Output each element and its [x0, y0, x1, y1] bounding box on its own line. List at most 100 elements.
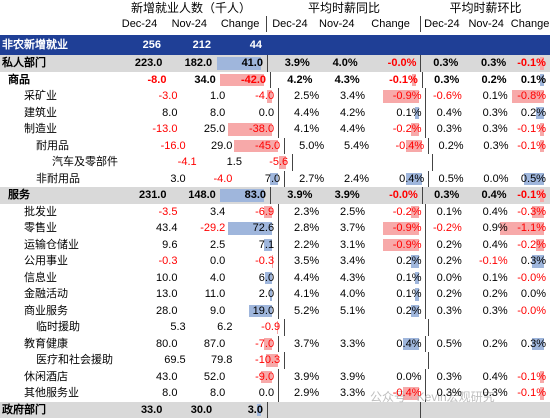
- row-label: 批发业: [24, 205, 57, 218]
- table-cell: [362, 401, 422, 418]
- negative-bar: [220, 73, 265, 86]
- table-cell: 0.2%: [482, 337, 508, 350]
- table-cell: 0.2%: [436, 238, 462, 251]
- row-label: 商品: [8, 73, 30, 86]
- table-cell: 0.5%: [438, 172, 464, 185]
- table-cell: 43.4: [156, 222, 178, 234]
- table-cell: 0.3%: [483, 139, 509, 152]
- table-cell: [433, 154, 470, 171]
- table-row: 商业服务 28.0 9.0 19.0 5.2% 5.1% 0.2% 0.3% 0.3% -0.0%: [0, 302, 550, 319]
- negative-bar: [539, 139, 544, 152]
- table-cell: 11.0: [204, 288, 226, 300]
- column-header: Nov-24: [171, 18, 208, 30]
- table-cell: 4.0%: [332, 57, 358, 69]
- table-cell: 83.0: [220, 187, 272, 204]
- table-row: 制造业 -13.0 25.0 -38.0 4.1% 4.4% -0.2% 0.3% 0.3% -0…: [0, 121, 550, 138]
- table-cell: 4.3%: [334, 73, 360, 86]
- table-cell: [510, 402, 550, 419]
- table-cell: -6.9: [229, 203, 280, 220]
- table-cell: -0.1%: [517, 123, 546, 136]
- table-cell: 0.1%: [482, 90, 508, 102]
- table-cell: 0.2%: [520, 106, 546, 119]
- table-cell: 0.2%: [438, 139, 464, 152]
- table-cell: 43.0: [156, 370, 178, 383]
- table-cell: 0.2%: [481, 73, 507, 86]
- table-cell: 0.3%: [482, 106, 508, 119]
- positive-bar: [263, 238, 273, 251]
- row-label: 零售业: [24, 222, 57, 234]
- positive-bar: [406, 172, 423, 185]
- table-cell: 0.5%: [520, 172, 546, 185]
- negative-bar: [277, 321, 279, 334]
- table-cell: 0.3%: [436, 304, 462, 317]
- positive-bar: [415, 288, 420, 301]
- table-cell: [513, 319, 550, 336]
- table-cell: 33.0: [140, 403, 163, 416]
- table-cell: 3.4%: [339, 255, 366, 267]
- table-cell: [328, 352, 373, 369]
- table-cell: 0.3%: [436, 370, 462, 383]
- table-cell: 2.4%: [344, 172, 370, 185]
- negative-bar: [261, 370, 273, 383]
- table-cell: 0.3%: [482, 123, 508, 135]
- table-cell: [470, 154, 514, 171]
- negative-bar: [406, 139, 423, 152]
- table-cell: [268, 402, 314, 419]
- table-cell: -0.9%: [369, 220, 427, 237]
- table-cell: 4.4%: [294, 271, 320, 284]
- table-cell: 0.4%: [373, 170, 430, 187]
- table-cell: 182.0: [184, 57, 213, 69]
- table-cell: -0.0%: [517, 271, 546, 284]
- positive-bar: [249, 304, 273, 317]
- table-cell: 148.0: [188, 189, 216, 201]
- group-header-wage-mom: 平均时薪环比: [449, 1, 522, 15]
- table-cell: [514, 154, 550, 171]
- table-row: 政府部门 33.0 30.0 3.0: [0, 401, 550, 419]
- table-cell: 3.9%: [334, 189, 360, 201]
- table-cell: -3.0: [158, 90, 178, 102]
- table-row: 耐用品 -16.0 29.0 -45.0 5.0% 5.4% -0.4% 0.2% 0.3% -0…: [0, 137, 550, 154]
- positive-bar: [220, 189, 265, 202]
- table-cell: 0.0: [229, 104, 280, 121]
- table-cell: 5.1%: [339, 304, 366, 317]
- positive-bar: [415, 106, 420, 119]
- table-cell: 3.0: [170, 172, 186, 185]
- table-cell: 0.4%: [436, 106, 462, 119]
- table-cell: 0.3%: [482, 387, 508, 399]
- table-row: 休闲酒店 43.0 52.0 -9.0 3.9% 3.9% 0.0% 0.3% 0.4% -0.1…: [0, 368, 550, 385]
- negative-bar: [500, 222, 544, 235]
- table-cell: 3.9%: [287, 189, 313, 201]
- table-cell: 3.9%: [294, 370, 320, 383]
- negative-bar: [536, 238, 544, 251]
- table-cell: -0.1%: [517, 370, 546, 383]
- column-header: Change: [214, 16, 268, 32]
- table-cell: -38.0: [228, 121, 280, 138]
- table-cell: 3.9%: [339, 370, 366, 383]
- positive-bar: [269, 288, 273, 301]
- table-cell: 6.2: [217, 321, 233, 333]
- table-cell: -0.9%: [369, 236, 427, 253]
- row-label: 建筑业: [24, 106, 57, 119]
- table-cell: 5.2%: [294, 304, 320, 317]
- table-cell: 0.0: [229, 385, 280, 402]
- negative-bar: [403, 387, 420, 400]
- table-cell: 5.0%: [299, 139, 325, 152]
- table-cell: -10.3: [236, 352, 286, 369]
- negative-bar: [279, 156, 287, 169]
- positive-bar: [269, 172, 279, 185]
- table-cell: -5.6: [246, 154, 294, 171]
- table-cell: 8.0: [210, 387, 226, 399]
- table-cell: -0.1%: [478, 255, 508, 267]
- nonfarm-label: 非农新增就业: [2, 39, 68, 51]
- nonfarm-nov: 212: [192, 39, 211, 51]
- table-cell: -0.2%: [369, 121, 427, 138]
- column-header: Nov-24: [319, 18, 355, 30]
- positive-bar: [411, 255, 420, 268]
- table-cell: 0.4%: [482, 238, 508, 251]
- watermark: 公众号 · Kevin宏观研究: [370, 390, 495, 404]
- row-label: 其他服务业: [24, 387, 79, 399]
- table-cell: -0.9: [236, 319, 286, 336]
- table-row: 金融活动 13.0 11.0 2.0 4.1% 4.0% 0.1% 0.2% 0.2% 0.0%: [0, 286, 550, 303]
- table-row: 商品 -8.0 34.0 -42.0 4.2% 4.3% -0.1% 0.3% 0.2% 0.1%: [0, 71, 550, 88]
